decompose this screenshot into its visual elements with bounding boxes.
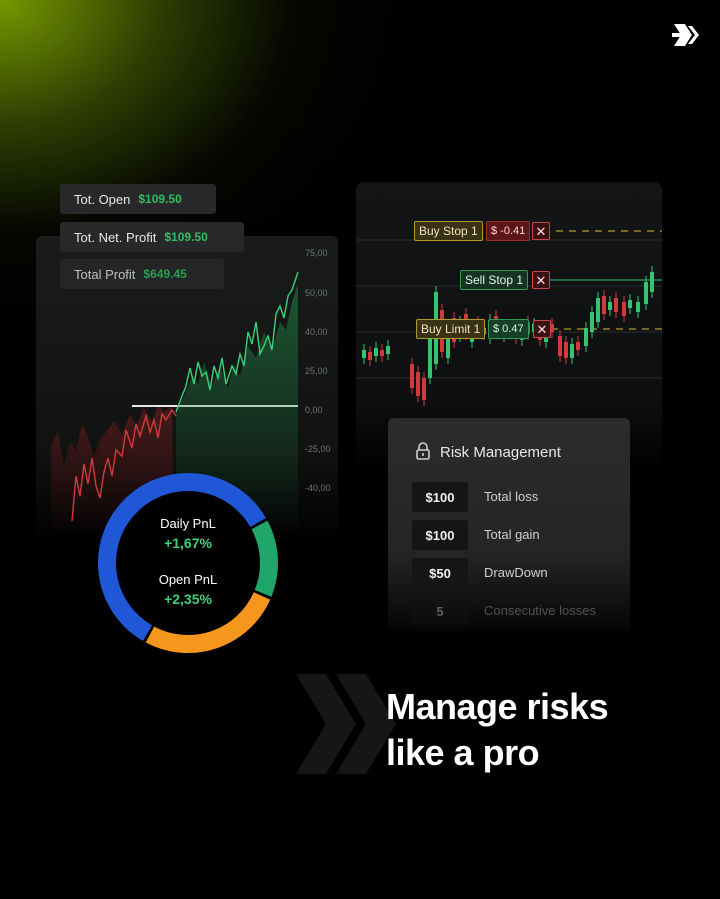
stat-value: $109.50 xyxy=(164,230,208,244)
headline: Manage risks like a pro xyxy=(386,684,609,776)
y-tick-label: 50,00 xyxy=(305,288,328,298)
sell-stop-tag[interactable]: Sell Stop 1 xyxy=(460,270,529,290)
candle-body xyxy=(558,336,562,356)
donut-segment-blue xyxy=(98,473,266,641)
risk-label: DrawDown xyxy=(484,565,548,580)
candle-body xyxy=(410,364,414,388)
pnl-line-chart xyxy=(51,271,299,536)
candle-body xyxy=(584,328,588,346)
candle-body xyxy=(636,302,640,312)
buy-stop-value: $ -0.41 xyxy=(486,221,531,241)
stat-label: Tot. Net. Profit xyxy=(74,229,157,245)
candle-body xyxy=(614,298,618,312)
close-icon[interactable]: ✕ xyxy=(532,271,550,289)
buy-stop-tag[interactable]: Buy Stop 1 xyxy=(414,221,483,241)
donut-segment-green xyxy=(251,520,278,597)
candle-body xyxy=(628,300,632,308)
daily-pnl-label: Daily PnL xyxy=(160,516,216,531)
risk-management-panel: Risk Management $100 Total loss $100 Tot… xyxy=(388,418,630,632)
y-tick-label: 25,00 xyxy=(305,366,328,376)
candle-body xyxy=(596,298,600,322)
y-tick-label: 75,00 xyxy=(305,248,328,258)
headline-line-1: Manage risks xyxy=(386,686,609,727)
stat-value: $109.50 xyxy=(138,192,182,206)
candle-body xyxy=(374,348,378,356)
candle-body xyxy=(590,312,594,332)
candle-body xyxy=(362,350,366,358)
y-tick-label: -25,00 xyxy=(305,444,331,454)
stat-value: $649.45 xyxy=(143,267,187,281)
candle-body xyxy=(602,296,606,314)
stat-label: Tot. Open xyxy=(74,191,131,207)
risk-value[interactable]: $100 xyxy=(412,520,468,550)
buy-limit-value: $ 0.47 xyxy=(488,319,529,339)
double-chevron-arrow-icon xyxy=(672,24,699,46)
candle-body xyxy=(570,344,574,358)
pnl-negative-line xyxy=(71,408,177,522)
y-tick-label: -40,00 xyxy=(305,483,331,493)
risk-row-drawdown[interactable]: $50 DrawDown xyxy=(412,558,612,588)
buy-limit-tag[interactable]: Buy Limit 1 xyxy=(416,319,486,339)
risk-management-title: Risk Management xyxy=(440,444,561,461)
risk-row-total-gain[interactable]: $100 Total gain xyxy=(412,520,612,550)
headline-line-2: like a pro xyxy=(386,732,540,773)
candle-body xyxy=(380,350,384,356)
donut-segment-orange xyxy=(145,592,271,653)
y-tick-label: 0,00 xyxy=(305,405,323,415)
pnl-positive-line xyxy=(175,271,299,413)
double-chevron-decor-icon xyxy=(296,674,396,774)
stat-tot-open: Tot. Open $109.50 xyxy=(60,184,216,214)
open-pnl-value: +2,35% xyxy=(164,591,212,607)
stat-tot-net-profit: Tot. Net. Profit $109.50 xyxy=(60,222,244,252)
stat-total-profit: Total Profit $649.45 xyxy=(60,259,224,289)
risk-row-consecutive-losses[interactable]: 5 Consecutive losses xyxy=(412,596,612,626)
candle-body xyxy=(422,378,426,400)
candle-body xyxy=(644,282,648,304)
candle-body xyxy=(416,372,420,396)
candle-body xyxy=(622,302,626,316)
candle-body xyxy=(564,342,568,358)
y-tick-label: 40,00 xyxy=(305,327,328,337)
candle-body xyxy=(428,328,432,378)
risk-value[interactable]: $50 xyxy=(412,558,468,588)
candle-body xyxy=(368,352,372,360)
open-pnl-label: Open PnL xyxy=(158,572,218,587)
risk-label: Consecutive losses xyxy=(484,603,596,618)
close-icon[interactable]: ✕ xyxy=(533,320,551,338)
candle-body xyxy=(576,342,580,350)
candle-body xyxy=(650,272,654,292)
lock-icon xyxy=(416,442,430,460)
pnl-donut-chart xyxy=(98,473,278,653)
risk-row-total-loss[interactable]: $100 Total loss xyxy=(412,482,612,512)
daily-pnl-value: +1,67% xyxy=(164,535,212,551)
close-icon[interactable]: ✕ xyxy=(532,222,550,240)
risk-label: Total loss xyxy=(484,489,539,504)
risk-value[interactable]: 5 xyxy=(412,596,468,626)
stat-label: Total Profit xyxy=(74,266,136,282)
candle-body xyxy=(550,324,554,332)
risk-value[interactable]: $100 xyxy=(412,482,468,512)
candle-body xyxy=(446,332,450,358)
candle-body xyxy=(386,346,390,354)
candle-body xyxy=(608,302,612,310)
risk-label: Total gain xyxy=(484,527,540,542)
